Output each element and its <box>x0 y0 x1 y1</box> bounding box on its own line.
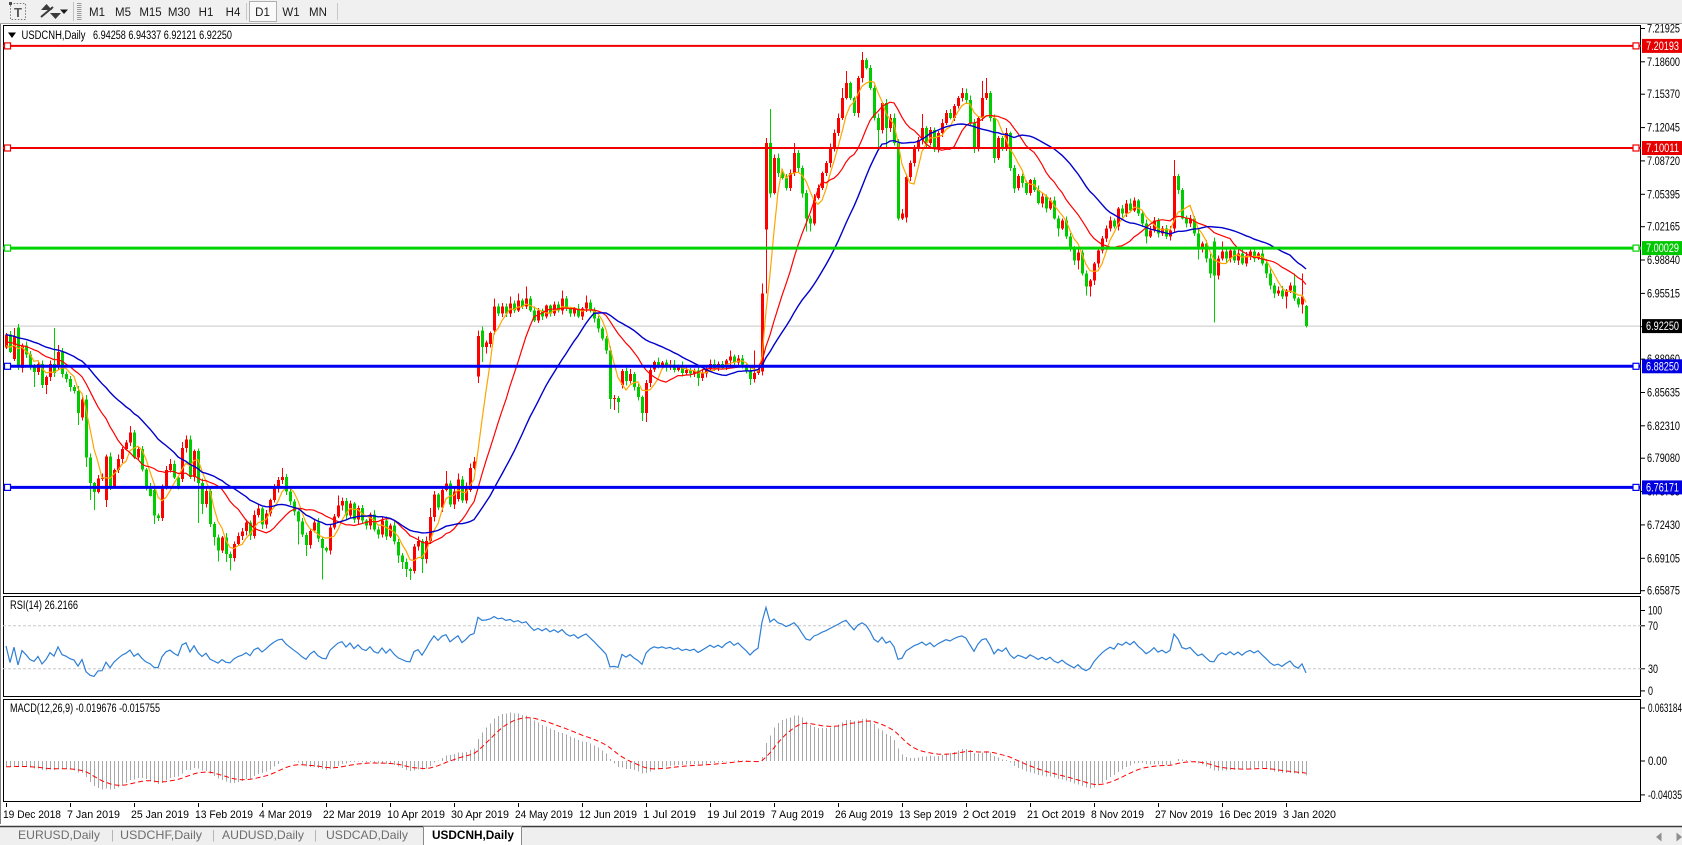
svg-text:6.79080: 6.79080 <box>1647 453 1680 465</box>
svg-text:2 Oct 2019: 2 Oct 2019 <box>963 809 1016 821</box>
svg-text:6.82310: 6.82310 <box>1647 421 1680 433</box>
svg-text:|: | <box>314 830 317 842</box>
svg-text:7.15370: 7.15370 <box>1647 89 1680 101</box>
svg-text:T: T <box>14 5 22 20</box>
svg-text:6.72430: 6.72430 <box>1647 520 1680 532</box>
svg-text:6.69105: 6.69105 <box>1647 553 1680 565</box>
svg-text:30: 30 <box>1648 664 1658 676</box>
svg-text:M30: M30 <box>168 7 190 19</box>
svg-text:7.10011: 7.10011 <box>1646 143 1679 155</box>
svg-text:M1: M1 <box>89 7 105 19</box>
svg-text:H4: H4 <box>226 7 241 19</box>
svg-text:7.00029: 7.00029 <box>1646 243 1679 255</box>
svg-text:USDCAD,Daily: USDCAD,Daily <box>326 828 408 842</box>
svg-text:27 Nov 2019: 27 Nov 2019 <box>1155 809 1213 821</box>
svg-text:H1: H1 <box>199 7 214 19</box>
svg-text:4 Mar 2019: 4 Mar 2019 <box>259 809 312 821</box>
svg-text:USDCNH,Daily: USDCNH,Daily <box>432 828 514 842</box>
svg-text:MN: MN <box>309 7 327 19</box>
svg-text:7.08720: 7.08720 <box>1647 156 1680 168</box>
svg-text:7.05395: 7.05395 <box>1647 189 1680 201</box>
svg-text:0.00: 0.00 <box>1648 756 1667 768</box>
svg-text:RSI(14) 26.2166: RSI(14) 26.2166 <box>10 600 78 612</box>
svg-text:D1: D1 <box>255 7 270 19</box>
svg-text:30 Apr 2019: 30 Apr 2019 <box>451 809 509 821</box>
svg-text:USDCNH,Daily: USDCNH,Daily <box>22 30 86 42</box>
svg-text:0: 0 <box>1648 686 1653 698</box>
svg-text:6.95515: 6.95515 <box>1647 288 1680 300</box>
svg-text:13 Feb 2019: 13 Feb 2019 <box>195 809 253 821</box>
svg-text:M5: M5 <box>115 7 131 19</box>
svg-text:1 Jul 2019: 1 Jul 2019 <box>643 809 696 821</box>
svg-text:MACD(12,26,9) -0.019676 -0.015: MACD(12,26,9) -0.019676 -0.015755 <box>10 703 160 715</box>
svg-text:22 Mar 2019: 22 Mar 2019 <box>323 809 381 821</box>
svg-text:70: 70 <box>1648 621 1658 633</box>
svg-text:6.76171: 6.76171 <box>1646 482 1679 494</box>
svg-text:EURUSD,Daily: EURUSD,Daily <box>18 828 100 842</box>
svg-text:M15: M15 <box>139 7 161 19</box>
svg-text:100: 100 <box>1648 606 1662 618</box>
svg-text:24 May 2019: 24 May 2019 <box>515 809 573 821</box>
svg-text:W1: W1 <box>282 7 299 19</box>
svg-text:6.92250: 6.92250 <box>1646 321 1679 333</box>
svg-text:19 Jul 2019: 19 Jul 2019 <box>707 809 765 821</box>
svg-text:|: | <box>212 830 215 842</box>
svg-text:7.21925: 7.21925 <box>1647 24 1680 36</box>
svg-text:7.18600: 7.18600 <box>1647 57 1680 69</box>
svg-text:7.02165: 7.02165 <box>1647 222 1680 234</box>
svg-text:7.20193: 7.20193 <box>1646 41 1679 53</box>
svg-text:-0.04035: -0.04035 <box>1648 790 1682 802</box>
svg-text:0.063184: 0.063184 <box>1648 703 1682 715</box>
svg-text:6.88250: 6.88250 <box>1646 361 1679 373</box>
svg-text:|: | <box>111 830 114 842</box>
svg-text:7 Jan 2019: 7 Jan 2019 <box>67 809 120 821</box>
svg-text:USDCHF,Daily: USDCHF,Daily <box>120 828 202 842</box>
svg-text:6.98840: 6.98840 <box>1647 255 1680 267</box>
svg-text:6.94258 6.94337 6.92121 6.9225: 6.94258 6.94337 6.92121 6.92250 <box>93 30 232 42</box>
svg-text:19 Dec 2018: 19 Dec 2018 <box>3 809 61 821</box>
svg-text:7 Aug 2019: 7 Aug 2019 <box>771 809 824 821</box>
svg-text:21 Oct 2019: 21 Oct 2019 <box>1027 809 1085 821</box>
svg-text:10 Apr 2019: 10 Apr 2019 <box>387 809 445 821</box>
svg-text:7.12045: 7.12045 <box>1647 123 1680 135</box>
svg-text:8 Nov 2019: 8 Nov 2019 <box>1091 809 1144 821</box>
svg-text:12 Jun 2019: 12 Jun 2019 <box>579 809 637 821</box>
svg-text:6.85635: 6.85635 <box>1647 388 1680 400</box>
svg-text:3 Jan 2020: 3 Jan 2020 <box>1283 809 1336 821</box>
svg-text:16 Dec 2019: 16 Dec 2019 <box>1219 809 1277 821</box>
svg-text:25 Jan 2019: 25 Jan 2019 <box>131 809 189 821</box>
svg-text:13 Sep 2019: 13 Sep 2019 <box>899 809 957 821</box>
svg-text:AUDUSD,Daily: AUDUSD,Daily <box>222 828 304 842</box>
svg-text:26 Aug 2019: 26 Aug 2019 <box>835 809 893 821</box>
svg-text:6.65875: 6.65875 <box>1647 586 1680 598</box>
